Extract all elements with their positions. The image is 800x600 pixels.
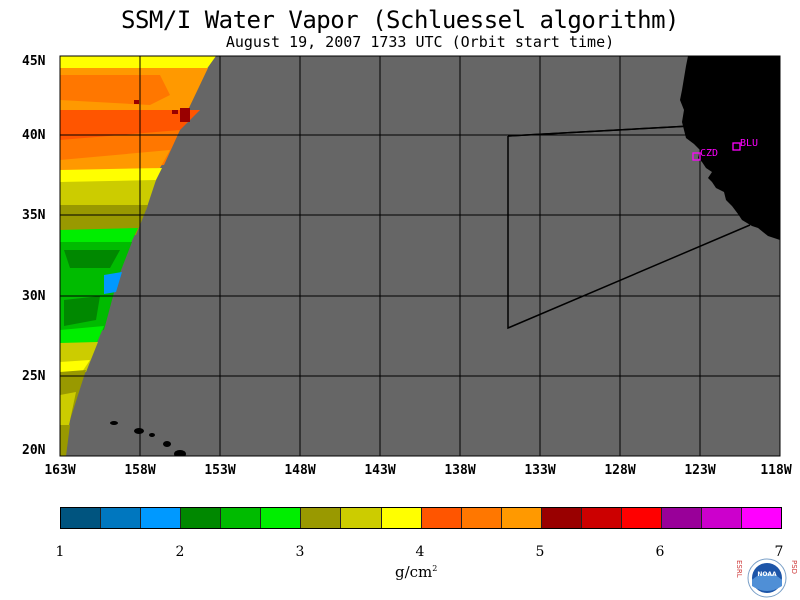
station-label-czd: CZD: [700, 148, 718, 159]
colorbar-segment: [341, 508, 382, 528]
station-blu: [732, 142, 741, 151]
logo-text: NOAA: [757, 571, 777, 578]
colorbar-tick: 3: [295, 544, 305, 560]
colorbar-segment: [581, 508, 622, 528]
lon-label: 143W: [364, 463, 396, 478]
hawaii-islands: [110, 421, 186, 456]
land-north-america: [680, 56, 780, 236]
lon-label: 153W: [204, 463, 236, 478]
colorbar-unit: g/cm2: [395, 563, 438, 581]
colorbar-segment: [221, 508, 262, 528]
chart-subtitle: August 19, 2007 1733 UTC (Orbit start ti…: [225, 33, 615, 51]
colorbar-tick: 2: [175, 544, 185, 560]
colorbar: [60, 507, 782, 529]
swath-data: [60, 56, 216, 456]
colorbar-segment: [661, 508, 702, 528]
colorbar-segment: [101, 508, 142, 528]
colorbar-segment: [501, 508, 542, 528]
lat-label: 35N: [22, 208, 46, 223]
lon-label: 138W: [444, 463, 476, 478]
colorbar-tick: 4: [415, 544, 425, 560]
noaa-logo: ESRL PSD NOAA: [736, 558, 798, 598]
colorbar-tick: 7: [774, 544, 784, 560]
region-outline-path: [507, 125, 751, 330]
colorbar-tick: 1: [55, 544, 65, 560]
colorbar-segment: [61, 508, 102, 528]
lat-label: 20N: [22, 443, 46, 458]
station-label-blu: BLU: [740, 138, 758, 149]
colorbar-tick: 5: [535, 544, 545, 560]
logo-letters-right: PSD: [790, 560, 798, 574]
lon-label: 118W: [760, 463, 792, 478]
graticule: [60, 56, 780, 456]
lon-label: 148W: [284, 463, 316, 478]
map-frame: [59, 55, 781, 457]
colorbar-segment: [301, 508, 342, 528]
colorbar-tick: 6: [655, 544, 665, 560]
colorbar-segment: [461, 508, 502, 528]
station-czd: [692, 152, 701, 161]
logo-letters-left: ESRL: [736, 560, 743, 578]
lon-label: 128W: [604, 463, 636, 478]
colorbar-segment: [381, 508, 422, 528]
colorbar-segment: [181, 508, 222, 528]
colorbar-segment: [141, 508, 182, 528]
colorbar-segment: [702, 508, 743, 528]
lat-label: 30N: [22, 289, 46, 304]
colorbar-segment: [541, 508, 582, 528]
lat-label: 40N: [22, 128, 46, 143]
lon-label: 123W: [684, 463, 716, 478]
colorbar-segment: [261, 508, 302, 528]
lat-label: 25N: [22, 369, 46, 384]
lon-label: 133W: [524, 463, 556, 478]
chart-title: SSM/I Water Vapor (Schluessel algorithm): [121, 6, 679, 34]
lon-label: 158W: [124, 463, 156, 478]
lon-label: 163W: [44, 463, 76, 478]
colorbar-segment: [421, 508, 462, 528]
land-baja: [758, 228, 780, 240]
colorbar-segment: [742, 508, 782, 528]
colorbar-segment: [621, 508, 662, 528]
lat-label: 45N: [22, 54, 46, 69]
